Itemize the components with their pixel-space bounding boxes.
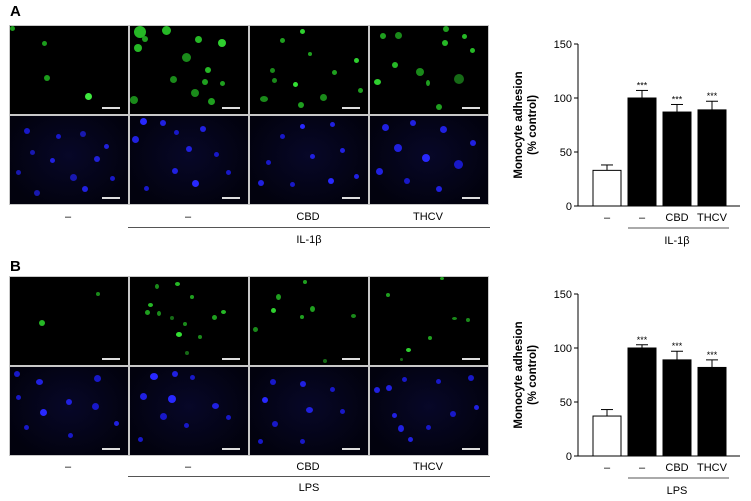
bar <box>627 97 657 207</box>
y-tick-label: 50 <box>560 147 572 159</box>
y-axis-label: Monocyte adhesion (% control) <box>513 321 539 428</box>
scale-bar <box>222 107 240 109</box>
x-tick-label: – <box>639 212 646 224</box>
condition-label-a-2: – <box>184 211 192 223</box>
y-tick-label: 150 <box>554 289 572 301</box>
scale-bar <box>222 448 240 450</box>
micrograph-b-dapi-lps <box>130 367 248 455</box>
y-axis-label: Monocyte adhesion (% control) <box>513 71 539 178</box>
significance-marker: *** <box>707 350 718 360</box>
scale-bar <box>462 448 480 450</box>
bar-chart-b: 0 50 100 150 Monocyte adhesion (% control) – **… <box>513 289 740 497</box>
x-tick-label: CBD <box>665 212 688 224</box>
micrograph-a-gfp-control <box>10 26 128 114</box>
bar <box>592 415 622 457</box>
y-tick-label: 150 <box>554 39 572 51</box>
y-tick-label: 0 <box>566 201 572 213</box>
condition-label-a-1: – <box>64 211 72 223</box>
micrograph-grid-a <box>9 25 489 205</box>
bar <box>697 109 727 207</box>
scale-bar <box>342 448 360 450</box>
scale-bar <box>462 358 480 360</box>
treatment-label-a: IL-1β <box>296 234 322 246</box>
micrograph-b-gfp-control <box>10 277 128 365</box>
condition-label-b-2: – <box>184 461 192 473</box>
micrograph-b-gfp-lps-thcv <box>370 277 488 365</box>
treatment-label: IL-1β <box>664 235 689 247</box>
x-tick-label: THCV <box>697 212 728 224</box>
scale-bar <box>222 197 240 199</box>
bar <box>662 111 692 207</box>
micrograph-b-gfp-lps-cbd <box>250 277 368 365</box>
treatment-bracket-b <box>128 476 490 477</box>
significance-marker: *** <box>707 91 718 101</box>
condition-label-b-1: – <box>64 461 72 473</box>
condition-label-a-4: THCV <box>413 211 443 223</box>
scale-bar <box>342 358 360 360</box>
significance-marker: *** <box>637 335 648 345</box>
x-tick-label: – <box>639 462 646 474</box>
svg-text:Monocyte adhesion: Monocyte adhesion <box>513 321 525 428</box>
scale-bar <box>462 107 480 109</box>
micrograph-grid-b <box>9 276 489 456</box>
micrograph-a-gfp-il1b-thcv <box>370 26 488 114</box>
x-tick-label: – <box>604 212 611 224</box>
x-tick-label: CBD <box>665 462 688 474</box>
condition-label-b-4: THCV <box>413 461 443 473</box>
bar <box>627 347 657 457</box>
scale-bar <box>342 197 360 199</box>
bar <box>697 366 727 457</box>
svg-text:Monocyte adhesion: Monocyte adhesion <box>513 71 525 178</box>
scale-bar <box>462 197 480 199</box>
treatment-label: LPS <box>667 485 688 497</box>
scale-bar <box>102 197 120 199</box>
micrograph-b-dapi-lps-cbd <box>250 367 368 455</box>
x-tick-label: THCV <box>697 462 728 474</box>
bar <box>662 359 692 457</box>
micrograph-a-gfp-il1b-cbd <box>250 26 368 114</box>
micrograph-a-dapi-il1b-cbd <box>250 116 368 204</box>
bar <box>592 169 622 207</box>
micrograph-b-gfp-lps <box>130 277 248 365</box>
micrograph-a-dapi-il1b-thcv <box>370 116 488 204</box>
scale-bar <box>102 448 120 450</box>
micrograph-b-dapi-lps-thcv <box>370 367 488 455</box>
y-tick-label: 0 <box>566 451 572 463</box>
significance-marker: *** <box>637 80 648 90</box>
y-tick-label: 100 <box>554 343 572 355</box>
scale-bar <box>102 107 120 109</box>
bar-chart-a: 0 50 100 150 Monocyte adhesion (% control) – **… <box>513 39 740 247</box>
micrograph-b-dapi-control <box>10 367 128 455</box>
micrograph-a-dapi-il1b <box>130 116 248 204</box>
svg-text:(% control): (% control) <box>527 95 539 155</box>
significance-marker: *** <box>672 341 683 351</box>
scale-bar <box>222 358 240 360</box>
condition-label-b-3: CBD <box>296 461 320 473</box>
scale-bar <box>342 107 360 109</box>
svg-text:(% control): (% control) <box>527 345 539 405</box>
x-tick-label: – <box>604 462 611 474</box>
micrograph-a-dapi-control <box>10 116 128 204</box>
scale-bar <box>102 358 120 360</box>
y-tick-label: 100 <box>554 93 572 105</box>
panel-letter-a: A <box>10 3 21 20</box>
treatment-label-b: LPS <box>298 482 320 494</box>
treatment-bracket-a <box>128 227 490 228</box>
condition-label-a-3: CBD <box>296 211 320 223</box>
y-tick-label: 50 <box>560 397 572 409</box>
panel-letter-b: B <box>10 258 21 275</box>
significance-marker: *** <box>672 94 683 104</box>
micrograph-a-gfp-il1b <box>130 26 248 114</box>
